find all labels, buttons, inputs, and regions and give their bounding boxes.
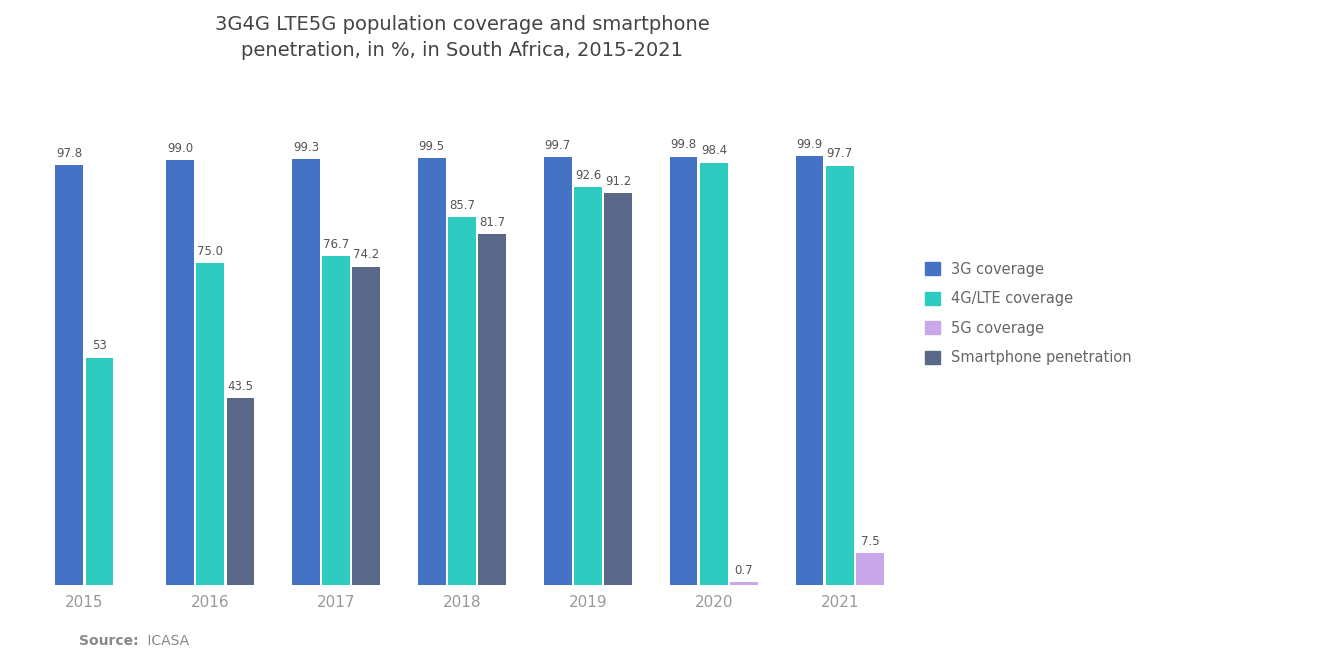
Text: 99.3: 99.3 [293,140,319,154]
Text: 98.4: 98.4 [701,144,727,158]
Bar [227,398,255,585]
Text: 81.7: 81.7 [479,216,506,229]
Bar [730,583,758,585]
Text: 97.8: 97.8 [55,147,82,160]
Text: 92.6: 92.6 [574,170,601,182]
Legend: 3G coverage, 4G/LTE coverage, 5G coverage, Smartphone penetration: 3G coverage, 4G/LTE coverage, 5G coverag… [925,262,1133,366]
Text: 97.7: 97.7 [826,148,853,160]
Bar [826,166,854,585]
Bar [700,162,727,585]
Text: 7.5: 7.5 [861,535,879,548]
Text: 99.7: 99.7 [545,139,570,152]
Bar [796,156,824,585]
Bar [55,165,83,585]
Text: 43.5: 43.5 [227,380,253,393]
Bar [544,157,572,585]
Bar [669,156,697,585]
Bar [449,217,475,585]
Bar [478,234,506,585]
Text: 91.2: 91.2 [605,176,631,188]
Text: 76.7: 76.7 [323,237,350,251]
Text: 85.7: 85.7 [449,199,475,212]
Bar [574,188,602,585]
Text: 0.7: 0.7 [735,564,754,577]
Bar [292,159,319,585]
Text: 99.5: 99.5 [418,140,445,153]
Title: 3G4G LTE5G population coverage and smartphone
penetration, in %, in South Africa: 3G4G LTE5G population coverage and smart… [215,15,709,61]
Text: 53: 53 [92,339,107,352]
Text: 99.9: 99.9 [796,138,822,151]
Text: 99.0: 99.0 [166,142,193,155]
Bar [605,194,632,585]
Bar [166,160,194,585]
Bar [418,158,446,585]
Text: Source:: Source: [79,634,139,648]
Text: 74.2: 74.2 [354,249,379,261]
Bar [197,263,224,585]
Text: ICASA: ICASA [143,634,189,648]
Bar [86,358,114,585]
Text: 75.0: 75.0 [197,245,223,258]
Text: 99.8: 99.8 [671,138,697,152]
Bar [322,256,350,585]
Bar [352,267,380,585]
Bar [857,553,884,585]
